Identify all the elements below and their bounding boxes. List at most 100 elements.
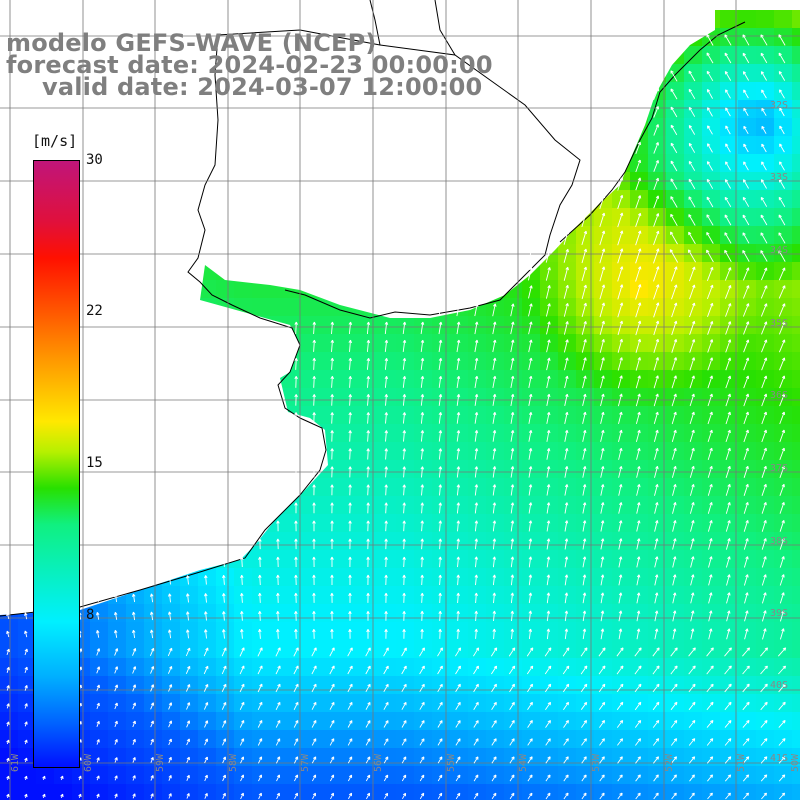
wind-arrow [634,683,642,693]
wind-arrow [294,774,299,782]
wind-arrow [492,393,497,406]
wind-arrow [672,556,677,568]
wind-arrow [761,465,767,478]
wind-arrow [510,610,515,622]
wind-speed-cell [666,64,684,82]
wind-arrow [582,411,587,425]
wind-arrow [707,339,714,353]
wind-arrow [492,538,497,550]
wind-arrow [672,574,677,586]
wind-arrow [492,411,497,424]
wind-arrow [420,412,425,424]
wind-arrow [24,721,28,727]
wind-arrow [671,393,677,407]
wind-arrow [294,556,298,568]
wind-arrow [653,142,659,154]
wind-arrow [617,302,624,318]
wind-arrow [564,610,569,622]
wind-arrow [132,793,136,799]
wind-arrow [528,556,533,568]
wind-speed-cell [468,352,486,370]
wind-arrow [365,665,371,675]
wind-arrow [276,792,280,800]
wind-arrow [510,592,515,604]
wind-arrow [743,125,749,135]
wind-arrow [366,792,371,800]
wind-arrow [742,285,750,299]
wind-arrow [186,702,191,710]
wind-arrow [401,720,407,728]
wind-arrow [779,519,785,532]
wind-arrow [366,394,371,406]
wind-arrow [437,792,443,800]
wind-arrow [96,684,100,692]
wind-speed-cell [792,532,800,550]
wind-arrow [258,538,262,550]
wind-arrow [438,592,442,604]
wind-arrow [329,756,335,764]
wind-arrow [743,447,749,461]
wind-arrow [618,538,623,550]
wind-arrow [456,574,461,586]
wind-arrows [6,34,787,800]
wind-arrow [527,267,533,281]
wind-arrow [330,538,334,550]
wind-arrow [150,756,154,763]
wind-arrow [742,250,750,262]
wind-arrow [366,357,371,370]
wind-arrow [653,87,660,100]
wind-speed-cell [450,442,468,460]
wind-arrow [725,538,731,550]
wind-arrow [635,393,641,407]
wind-arrow [365,774,371,782]
wind-arrow [528,448,533,460]
wind-arrow [456,628,460,639]
wind-arrow [617,792,623,800]
wind-speed-cell [486,514,504,532]
wind-arrow [581,320,587,335]
wind-arrow [258,610,262,621]
wind-arrow [742,232,750,244]
wind-arrow [743,143,749,153]
wind-arrow [6,793,10,799]
wind-arrow [653,248,660,264]
wind-arrow [221,701,227,710]
wind-arrow [527,683,534,693]
wind-arrow [438,502,443,514]
wind-speed-cell [180,604,198,622]
wind-arrow [761,792,768,800]
wind-arrow [491,720,497,728]
wind-arrow [761,125,767,134]
wind-arrow [491,792,497,800]
wind-arrow [689,447,695,461]
wind-arrow [131,629,136,638]
wind-arrow [383,774,389,782]
wind-arrow [652,719,660,728]
wind-speed-cell [324,352,342,370]
wind-arrow [546,538,551,550]
wind-arrow [312,394,316,406]
wind-speed-cell [126,622,144,640]
wind-speed-cell [666,226,684,244]
wind-arrow [778,701,786,711]
wind-arrow [312,466,316,478]
wind-arrow [168,756,172,763]
wind-arrow [742,196,750,207]
wind-arrow [724,647,732,657]
wind-arrow [366,466,370,478]
wind-speed-cell [504,442,522,460]
wind-arrow [150,738,154,746]
wind-arrow [725,321,732,335]
wind-arrow [706,756,714,764]
wind-arrow [563,720,569,728]
wind-arrow [687,249,696,263]
wind-arrow [402,628,406,639]
wind-speed-cell [432,352,450,370]
wind-arrow [725,501,731,514]
wind-arrow [688,142,696,153]
wind-arrow [473,738,479,746]
wind-arrow [474,520,479,532]
wind-arrow [580,647,588,657]
wind-arrow [366,430,371,442]
wind-arrow [402,502,406,514]
